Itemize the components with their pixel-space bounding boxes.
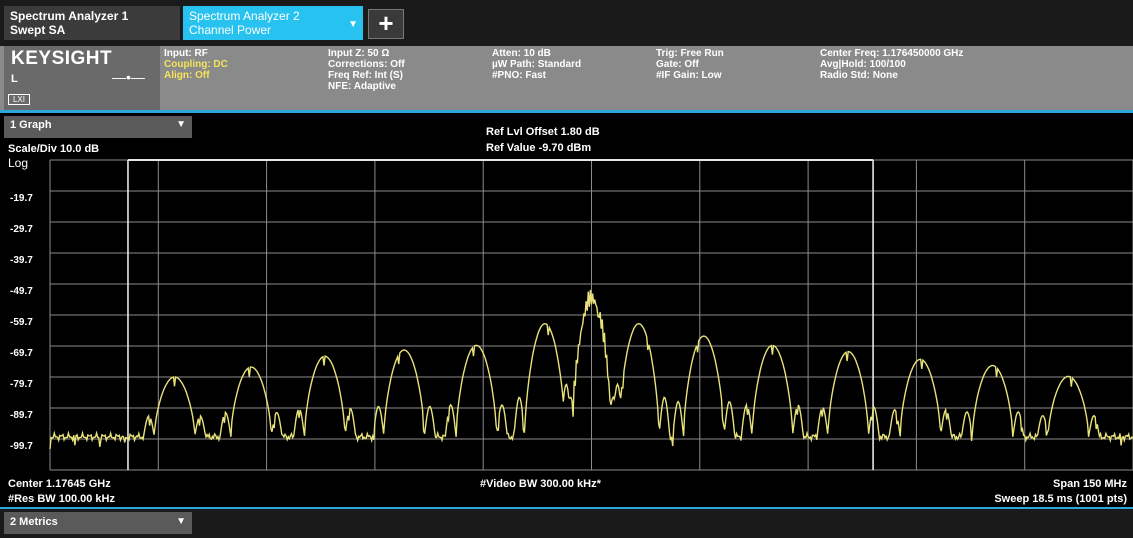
y-tick-label: -39.7 [10,255,33,266]
graph-view-label: 1 Graph [10,119,52,131]
setting-corrections: Corrections: Off [328,59,405,70]
setting-coupling: Coupling: DC [164,59,228,70]
spectrum-trace [49,289,1133,449]
setting-align: Align: Off [164,70,210,81]
metrics-selector[interactable]: 2 Metrics ▼ [4,512,192,534]
add-screen-button[interactable]: + [368,9,404,39]
setting-input-z: Input Z: 50 Ω [328,48,390,59]
metrics-label: 2 Metrics [10,516,58,528]
settings-panel: KEYSIGHT L —•— LXI Input: RF Coupling: D… [0,46,1133,110]
chevron-down-icon: ▼ [176,516,186,527]
ref-level-offset[interactable]: Ref Lvl Offset 1.80 dB [486,126,600,138]
setting-if-gain: #IF Gain: Low [656,70,722,81]
chevron-down-icon: ▼ [176,119,186,130]
scale-type-label: Log [8,156,29,170]
setting-atten: Atten: 10 dB [492,48,551,59]
tab-subtitle: Channel Power [189,23,272,37]
setting-uw-path: µW Path: Standard [492,59,582,70]
resolution-bandwidth[interactable]: #Res BW 100.00 kHz [8,493,115,505]
y-tick-label: -69.7 [10,348,33,359]
tab-strip: Spectrum Analyzer 1 Swept SA Spectrum An… [0,0,1133,46]
y-tick-label: -19.7 [10,193,33,204]
ref-value[interactable]: Ref Value -9.70 dBm [486,142,592,154]
y-tick-label: -79.7 [10,379,33,390]
y-tick-label: -29.7 [10,224,33,235]
tab-spectrum-analyzer-2[interactable]: Spectrum Analyzer 2 Channel Power ▼ [183,6,363,40]
y-tick-label: -89.7 [10,410,33,421]
connector-icon: —•— [112,69,145,85]
attenuation-settings[interactable]: Atten: 10 dB µW Path: Standard #PNO: Fas… [492,48,581,81]
y-tick-label: -59.7 [10,317,33,328]
setting-freq-ref: Freq Ref: Int (S) [328,70,403,81]
tab-subtitle: Swept SA [10,23,66,37]
setting-center-freq: Center Freq: 1.176450000 GHz [820,48,964,59]
tab-spectrum-analyzer-1[interactable]: Spectrum Analyzer 1 Swept SA [4,6,180,40]
y-tick-label: -99.7 [10,441,33,452]
setting-avg-hold: Avg|Hold: 100/100 [820,59,906,70]
setting-trig: Trig: Free Run [656,48,724,59]
frequency-span[interactable]: Span 150 MHz [1053,478,1127,490]
port-label: L [11,73,18,85]
setting-radio-std: Radio Std: None [820,70,898,81]
metrics-divider [0,507,1133,509]
setting-gate: Gate: Off [656,59,699,70]
panel-divider [0,110,1133,113]
lxi-badge: LXI [8,94,30,105]
tab-dropdown-icon[interactable]: ▼ [348,19,358,30]
video-bandwidth[interactable]: #Video BW 300.00 kHz* [480,478,601,490]
setting-nfe: NFE: Adaptive [328,81,396,92]
setting-pno: #PNO: Fast [492,70,546,81]
tab-title: Spectrum Analyzer 1 [10,9,129,23]
trigger-settings[interactable]: Trig: Free Run Gate: Off #IF Gain: Low [656,48,724,81]
setting-input: Input: RF [164,48,208,59]
scale-div-label[interactable]: Scale/Div 10.0 dB [8,143,100,155]
sweep-time[interactable]: Sweep 18.5 ms (1001 pts) [994,493,1127,505]
input-z-settings[interactable]: Input Z: 50 Ω Corrections: Off Freq Ref:… [328,48,405,92]
keysight-logo: KEYSIGHT [11,48,113,69]
brand-block: KEYSIGHT L —•— LXI [4,46,160,110]
frequency-settings[interactable]: Center Freq: 1.176450000 GHz Avg|Hold: 1… [820,48,963,81]
graph-view-selector[interactable]: 1 Graph ▼ [4,116,192,138]
tab-title: Spectrum Analyzer 2 [189,9,300,23]
input-settings[interactable]: Input: RF Coupling: DC Align: Off [164,48,228,81]
y-tick-label: -49.7 [10,286,33,297]
center-frequency[interactable]: Center 1.17645 GHz [8,478,111,490]
